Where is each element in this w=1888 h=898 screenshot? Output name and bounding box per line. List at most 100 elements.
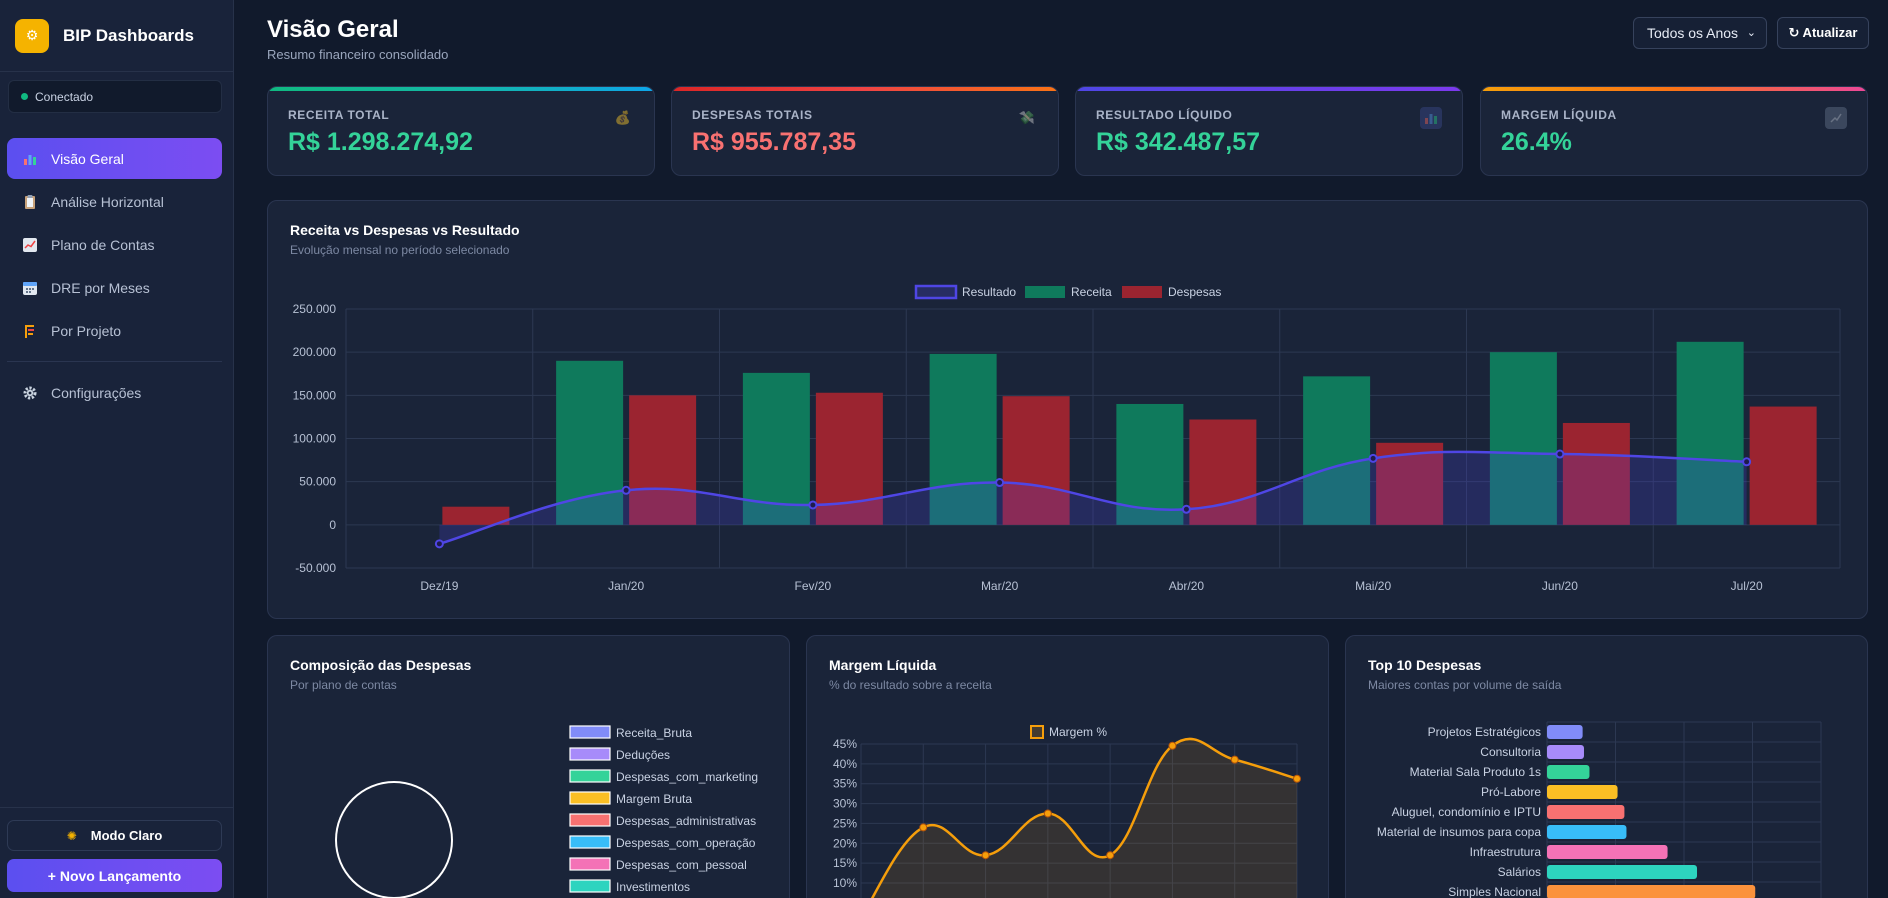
legend-swatch <box>1122 286 1162 298</box>
resultado-area <box>439 451 1747 544</box>
theme-toggle-button[interactable]: ✺ Modo Claro <box>7 820 222 851</box>
margin-point <box>981 851 990 860</box>
legend-label: Despesas_com_marketing <box>616 770 758 784</box>
building-icon <box>21 322 39 340</box>
money-bag-icon: 💰 <box>614 110 632 125</box>
panel-title: Composição das Despesas <box>290 657 472 673</box>
x-tick-label: Jan/20 <box>608 579 644 593</box>
margin-point <box>1293 774 1301 783</box>
legend-label: Margem Bruta <box>616 792 692 806</box>
calendar-icon <box>21 279 39 297</box>
composition-panel: Composição das Despesas Por plano de con… <box>267 635 790 898</box>
bar-despesas <box>1749 406 1817 525</box>
y-tick-label: Pró-Labore <box>1481 785 1541 799</box>
sidebar-item-label: Análise Horizontal <box>51 193 164 210</box>
sidebar-item-dre-por-meses[interactable]: DRE por Meses <box>7 267 222 308</box>
sidebar-item-visao-geral[interactable]: Visão Geral <box>7 138 222 179</box>
money-wings-icon: 💸 <box>1018 110 1036 125</box>
legend-swatch <box>569 747 611 761</box>
kpi-card-receita: RECEITA TOTAL R$ 1.298.274,92 💰 <box>267 86 655 176</box>
bar <box>1547 825 1627 839</box>
legend-swatch <box>569 835 611 849</box>
brand[interactable]: ⚙ BIP Dashboards <box>0 0 233 72</box>
y-tick-label: 10% <box>833 876 857 890</box>
sidebar-item-por-projeto[interactable]: Por Projeto <box>7 310 222 351</box>
bar-despesas <box>629 395 697 525</box>
sidebar-nav: Visão Geral Análise Horizontal Plano de … <box>7 138 222 415</box>
panel-title: Margem Líquida <box>829 657 937 673</box>
resultado-point <box>621 485 631 495</box>
legend-swatch <box>914 284 958 300</box>
y-tick-label: Salários <box>1498 865 1541 879</box>
sun-icon: ✺ <box>66 828 77 843</box>
bar-receita <box>1676 341 1744 525</box>
bar-despesas <box>1002 396 1070 525</box>
legend-label: Investimentos <box>616 880 690 894</box>
y-tick-label: 25% <box>833 816 857 830</box>
y-tick-label: Simples Nacional <box>1448 885 1541 898</box>
bar <box>1547 885 1756 898</box>
sidebar-item-label: Plano de Contas <box>51 236 155 253</box>
top10-panel: Top 10 Despesas Maiores contas por volum… <box>1345 635 1868 898</box>
status-dot-icon <box>21 93 28 100</box>
panel-title: Receita vs Despesas vs Resultado <box>290 222 520 238</box>
y-tick-label: 50.000 <box>299 475 336 489</box>
bar-despesas <box>442 506 510 525</box>
y-tick-label: Material de insumos para copa <box>1377 825 1541 839</box>
resultado-point <box>1368 453 1378 463</box>
clipboard-icon <box>21 193 39 211</box>
kpi-value: R$ 1.298.274,92 <box>288 128 473 156</box>
legend-swatch <box>569 857 611 871</box>
kpi-value: R$ 955.787,35 <box>692 128 857 156</box>
y-tick-label: Consultoria <box>1480 745 1541 759</box>
trend-up-icon <box>1825 107 1847 129</box>
y-tick-label: Projetos Estratégicos <box>1428 725 1541 739</box>
margin-chart: Margem % 45% 40% 35% 30% 25% 20% 15% 10% <box>833 725 1301 898</box>
legend-label: Receita <box>1071 285 1112 299</box>
new-entry-button[interactable]: + Novo Lançamento <box>7 859 222 892</box>
y-tick-label: 30% <box>833 797 857 811</box>
kpi-value: 26.4% <box>1501 128 1572 156</box>
margin-panel: Margem Líquida % do resultado sobre a re… <box>806 635 1329 898</box>
kpi-accent-bar <box>672 87 1058 91</box>
sidebar-item-configuracoes[interactable]: Configurações <box>7 372 222 413</box>
margin-point <box>1230 755 1239 764</box>
sidebar-footer: ✺ Modo Claro + Novo Lançamento <box>0 807 234 898</box>
sidebar-item-label: DRE por Meses <box>51 279 150 296</box>
y-tick-label: 15% <box>833 856 857 870</box>
y-tick-label: 40% <box>833 757 857 771</box>
bar-receita <box>556 360 624 525</box>
kpi-accent-bar <box>1076 87 1462 91</box>
kpi-card-resultado: RESULTADO LÍQUIDO R$ 342.487,57 <box>1075 86 1463 176</box>
gear-icon <box>21 384 39 402</box>
sidebar-item-plano-de-contas[interactable]: Plano de Contas <box>7 224 222 265</box>
sidebar-item-analise-horizontal[interactable]: Análise Horizontal <box>7 181 222 222</box>
y-tick-label: 45% <box>833 737 857 751</box>
main-chart-panel: Receita vs Despesas vs Resultado Evoluçã… <box>267 200 1868 619</box>
bar-receita <box>1489 352 1557 525</box>
chevron-down-icon: ⌄ <box>1746 27 1756 39</box>
panel-subtitle: Evolução mensal no período selecionado <box>290 243 510 257</box>
legend-label: Deduções <box>616 748 670 762</box>
bar-despesas <box>1562 422 1630 525</box>
legend-label: Receita_Bruta <box>616 726 692 740</box>
kpi-card-despesas: DESPESAS TOTAIS R$ 955.787,35 💸 <box>671 86 1059 176</box>
x-tick-label: Mai/20 <box>1355 579 1391 593</box>
kpi-label: DESPESAS TOTAIS <box>692 108 813 122</box>
panel-subtitle: Por plano de contas <box>290 678 397 692</box>
panel-subtitle: % do resultado sobre a receita <box>829 678 992 692</box>
divider <box>7 361 222 362</box>
margin-point <box>919 823 928 832</box>
main-chart: Resultado Receita Despesas 250.000 200.000 15… <box>293 284 1841 593</box>
kpi-label: RECEITA TOTAL <box>288 108 390 122</box>
year-filter-select[interactable]: Todos os Anos ⌄ <box>1633 17 1767 49</box>
x-tick-label: Jul/20 <box>1731 579 1763 593</box>
theme-toggle-label: Modo Claro <box>90 828 163 843</box>
bar <box>1547 725 1583 739</box>
bar <box>1547 845 1668 859</box>
connection-status: Conectado <box>8 80 222 113</box>
legend-label: Resultado <box>962 285 1016 299</box>
status-label: Conectado <box>35 89 94 104</box>
legend-swatch <box>569 725 611 739</box>
refresh-button[interactable]: ↻ Atualizar <box>1777 17 1869 49</box>
